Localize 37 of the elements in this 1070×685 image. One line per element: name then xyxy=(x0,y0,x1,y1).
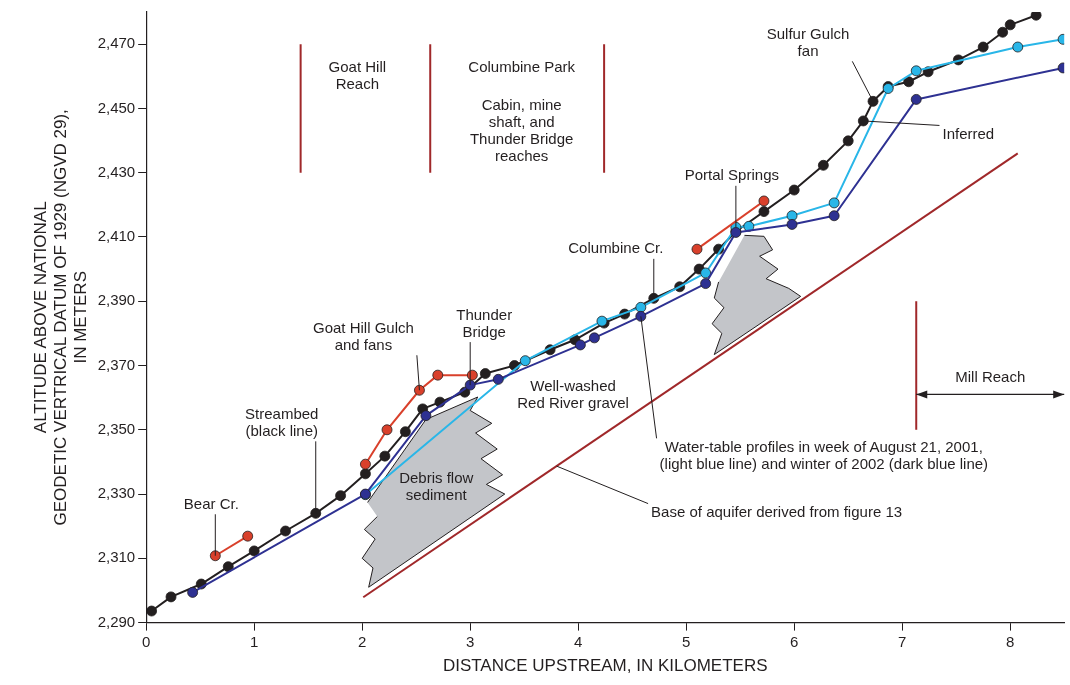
y-tick-label: 2,330 xyxy=(97,484,136,502)
y-tick-label: 2,390 xyxy=(97,291,136,309)
x-tick-label: 8 xyxy=(1006,632,1015,650)
x-axis-title: DISTANCE UPSTREAM, IN KILOMETERS xyxy=(442,656,768,676)
annotation: Columbine Park xyxy=(468,58,576,76)
x-tick-label: 0 xyxy=(142,632,151,650)
annotation: Goat Hill Gulch and fans xyxy=(312,318,414,353)
x-tick-label: 2 xyxy=(358,632,367,650)
y-tick-label: 2,430 xyxy=(97,162,136,180)
y-tick-label: 2,470 xyxy=(97,34,136,52)
annotation: Portal Springs xyxy=(684,166,779,184)
annotation: Bear Cr. xyxy=(183,494,239,512)
y-axis-title: ALTITUDE ABOVE NATIONAL GEODETIC VERTRICAL DATUM OF 1929 (NGVD 29), IN METERS xyxy=(31,109,90,526)
annotation: Streambed (black line) xyxy=(245,404,319,439)
x-tick-label: 4 xyxy=(574,632,583,650)
x-tick-label: 5 xyxy=(682,632,691,650)
x-tick-label: 3 xyxy=(466,632,475,650)
x-tick-label: 7 xyxy=(898,632,907,650)
annotation: Sulfur Gulch fan xyxy=(766,24,850,59)
y-tick-label: 2,350 xyxy=(97,419,136,437)
x-tick-label: 6 xyxy=(790,632,799,650)
y-tick-label: 2,370 xyxy=(97,355,136,373)
annotation: Thunder Bridge xyxy=(456,305,513,340)
y-tick-label: 2,410 xyxy=(97,227,136,245)
x-tick-label: 1 xyxy=(250,632,259,650)
annotation: Water-table profiles in week of August 21, 2001, (light blue line) and winter of 2002 (dark blue line) xyxy=(659,437,989,472)
annotation: Debris flow sediment xyxy=(399,469,474,504)
annotation: Well-washed Red River gravel xyxy=(517,377,629,412)
y-tick-label: 2,290 xyxy=(97,612,136,630)
annotation: Goat Hill Reach xyxy=(328,57,387,92)
annotation: Mill Reach xyxy=(955,367,1026,385)
annotation: Columbine Cr. xyxy=(568,239,664,257)
y-tick-label: 2,310 xyxy=(97,548,136,566)
y-tick-label: 2,450 xyxy=(97,98,136,116)
annotation: Base of aquifer derived from figure 13 xyxy=(651,503,903,521)
annotation: Cabin, mine shaft, and Thunder Bridge reaches xyxy=(469,96,574,165)
annotation: Inferred xyxy=(942,125,995,143)
